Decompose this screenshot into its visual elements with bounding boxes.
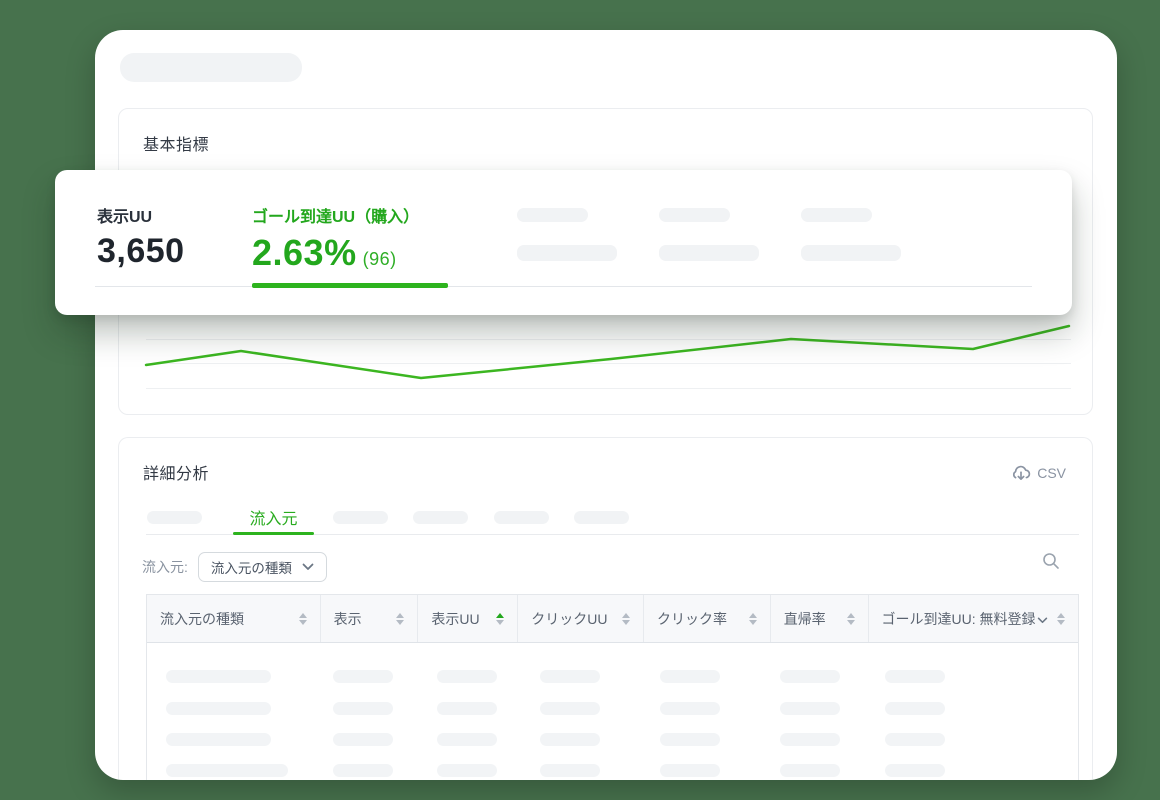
metric-skeleton [659,208,759,261]
metric-goal-uu-count: (96) [362,249,397,269]
table-row-skeleton [147,702,1078,715]
traffic-filter-label: 流入元: [142,559,188,575]
column-header-click-rate[interactable]: クリック率 [644,595,771,642]
active-tab-indicator [233,532,314,535]
tab-placeholder [494,511,549,524]
sort-icon [1057,612,1065,625]
chart-gridline [146,388,1071,389]
chevron-down-icon [302,563,314,571]
goal-select-chevron-down-icon[interactable] [1037,611,1048,627]
tab-placeholder [333,511,388,524]
basic-metrics-title: 基本指標 [143,137,210,154]
metrics-overlay-card: 表示UU 3,650 ゴール到達UU（購入） 2.63% (96) [55,170,1072,315]
search-icon[interactable] [1041,551,1061,576]
table-row-skeleton [147,764,1078,777]
column-header-bounce-rate[interactable]: 直帰率 [771,595,869,642]
tab-traffic-source[interactable]: 流入元 [249,511,298,528]
detail-analysis-title: 詳細分析 [143,466,210,483]
page-title-skeleton [120,53,302,82]
traffic-type-dropdown[interactable]: 流入元の種類 [197,552,327,582]
metric-view-uu-value: 3,650 [97,232,185,270]
sort-icon [621,612,630,625]
chart-gridline [146,339,1071,340]
sort-icon [748,612,757,625]
sort-icon [846,612,855,625]
detail-analysis-card: 詳細分析 CSV 流入元 [118,437,1093,780]
trend-line-chart [144,324,1071,380]
chart-gridline [146,363,1071,364]
metric-skeleton [801,208,901,261]
table-row-skeleton [147,670,1078,683]
column-header-view-uu[interactable]: 表示UU [418,595,519,642]
sort-icon-ascending [496,612,505,625]
metric-goal-uu-label: ゴール到達UU（購入） [252,209,420,226]
traffic-source-table: 流入元の種類 表示 表示UU クリックUU [146,594,1079,780]
column-header-traffic-type[interactable]: 流入元の種類 [147,595,321,642]
table-row-skeleton [147,733,1078,746]
csv-download-button[interactable]: CSV [1011,463,1066,483]
metric-goal-uu-value: 2.63% (96) [252,232,397,273]
selected-metric-indicator [252,283,448,288]
tab-placeholder [413,511,468,524]
traffic-type-dropdown-value: 流入元の種類 [210,561,292,576]
metric-view-uu[interactable]: 表示UU 3,650 [97,203,185,271]
column-header-impressions[interactable]: 表示 [321,595,419,642]
column-header-click-uu[interactable]: クリックUU [518,595,644,642]
column-header-goal-uu[interactable]: ゴール到達UU: 無料登録 [869,595,1079,642]
sort-icon [298,612,307,625]
metrics-baseline [95,286,1032,287]
metric-view-uu-label: 表示UU [97,209,153,226]
csv-label: CSV [1037,465,1066,481]
table-body [147,643,1078,780]
cloud-download-icon [1011,463,1031,483]
tabs-divider [146,534,1079,535]
sort-icon [396,612,405,625]
metric-goal-uu[interactable]: ゴール到達UU（購入） 2.63% (96) [252,203,419,274]
tab-placeholder [574,511,629,524]
table-header-row: 流入元の種類 表示 表示UU クリックUU [147,595,1078,643]
tab-placeholder [147,511,202,524]
metric-skeleton [517,208,617,261]
traffic-filter-row: 流入元: 流入元の種類 [142,552,327,582]
dashboard-panel: 基本指標 詳細分析 CSV [95,30,1117,780]
detail-tabs: 流入元 [119,508,1092,535]
